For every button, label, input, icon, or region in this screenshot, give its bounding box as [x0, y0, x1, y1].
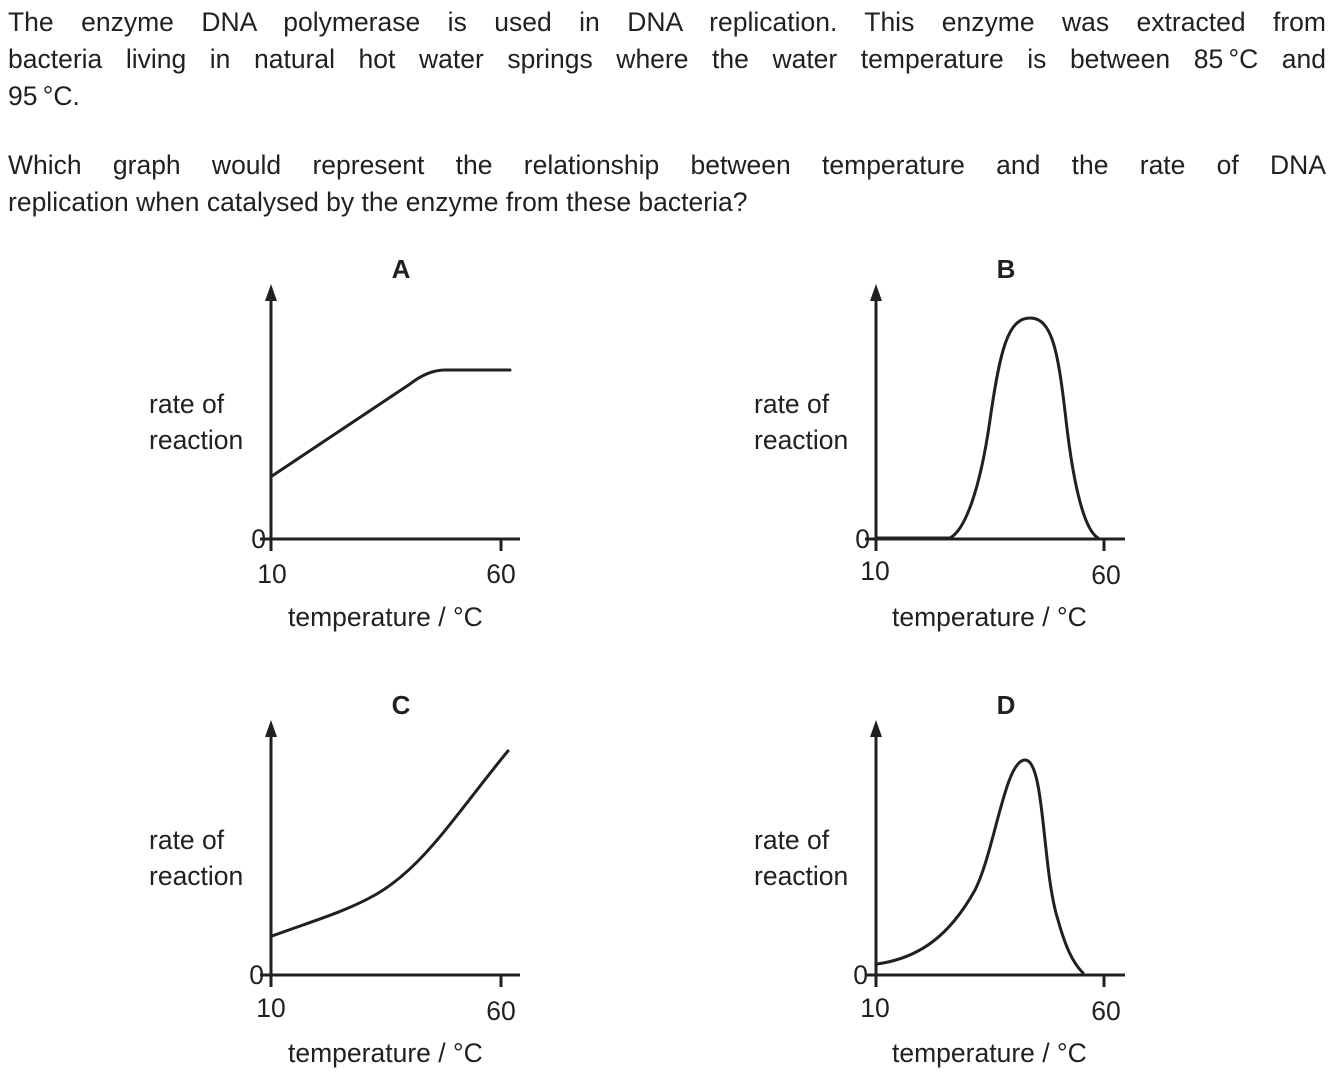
graph-d-x-tick: 60	[1091, 996, 1121, 1026]
graph-b-curve	[875, 316, 1100, 540]
graph-b-y-zero: 0	[855, 524, 870, 554]
graph-a-y-zero: 0	[251, 524, 266, 554]
graph-d-ylabel: rate of reaction	[754, 822, 848, 894]
ylabel-line: reaction	[149, 861, 244, 891]
graph-c-curve	[270, 749, 510, 938]
graph-b-y-arrow	[870, 284, 882, 301]
graph-b-x-tick: 10	[860, 556, 890, 586]
graph-d-xlabel: temperature / °C	[892, 1038, 1087, 1068]
graph-d-y-arrow	[870, 720, 882, 737]
graph-b-x-tick: 60	[1091, 560, 1121, 590]
graph-c-label: C	[391, 690, 411, 720]
question-text: The enzyme DNA polymerase is used in DNA…	[8, 4, 1326, 221]
graph-c-x-tick: 60	[486, 996, 516, 1026]
graph-b-axes	[865, 284, 1125, 551]
graph-b-label: B	[996, 254, 1016, 284]
graph-a-curve	[270, 368, 512, 478]
graph-a-ylabel: rate of reaction	[149, 386, 243, 458]
graph-a-label: A	[391, 254, 411, 284]
question-paragraph-2: Which graph would represent the relation…	[8, 147, 1326, 221]
graph-d-axes	[865, 720, 1125, 987]
graph-d-curve	[875, 758, 1085, 975]
graph-c-ylabel: rate of reaction	[149, 822, 243, 894]
ylabel-line: reaction	[754, 861, 849, 891]
graph-a-xlabel: temperature / °C	[288, 602, 483, 632]
question-paragraph-1: The enzyme DNA polymerase is used in DNA…	[8, 4, 1326, 115]
graph-c-x-tick: 10	[256, 993, 286, 1023]
graph-d-label: D	[996, 690, 1016, 720]
ylabel-line: reaction	[149, 425, 244, 455]
graph-c-xlabel: temperature / °C	[288, 1038, 483, 1068]
ylabel-line: rate of	[149, 825, 225, 855]
graph-d-x-tick: 10	[860, 993, 890, 1023]
question-line: The enzyme DNA polymerase is used in DNA…	[8, 7, 1326, 37]
graph-b-xlabel: temperature / °C	[892, 602, 1087, 632]
ylabel-line: rate of	[754, 825, 830, 855]
graph-c-y-arrow	[265, 720, 277, 737]
graph-a-x-tick: 10	[257, 559, 287, 589]
ylabel-line: rate of	[754, 389, 830, 419]
graph-a-x-tick: 60	[486, 559, 516, 589]
graph-a-axes	[260, 284, 520, 551]
graph-c-axes	[260, 720, 520, 987]
graph-c-y-zero: 0	[249, 960, 264, 990]
question-line: Which graph would represent the relation…	[8, 150, 1326, 180]
question-line: 95 °C.	[8, 81, 80, 111]
graph-d-y-zero: 0	[853, 960, 868, 990]
graph-a-y-arrow	[265, 284, 277, 301]
ylabel-line: rate of	[149, 389, 225, 419]
ylabel-line: reaction	[754, 425, 849, 455]
question-line: replication when catalysed by the enzyme…	[8, 187, 748, 217]
question-line: bacteria living in natural hot water spr…	[8, 44, 1326, 74]
graph-b-ylabel: rate of reaction	[754, 386, 848, 458]
